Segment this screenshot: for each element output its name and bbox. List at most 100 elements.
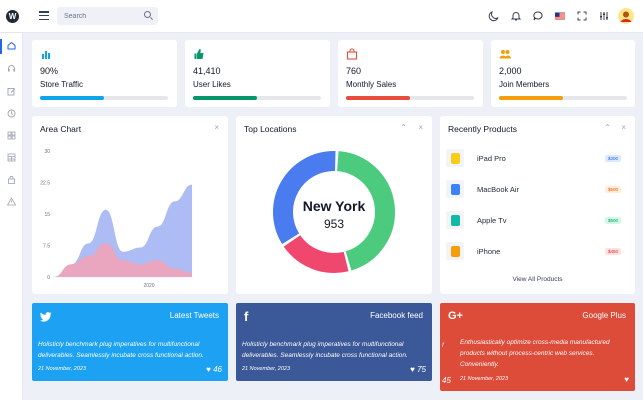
top-bar: W (0, 0, 643, 33)
twitter-icon[interactable] (40, 312, 52, 325)
stat-progress-fill (40, 96, 104, 100)
dark-mode-moon-icon[interactable] (488, 10, 500, 22)
stat-progress-fill (193, 96, 257, 100)
apple-tv-icon (446, 211, 464, 229)
google-plus-icon[interactable]: G+ (448, 310, 463, 322)
home-icon[interactable] (7, 41, 16, 50)
sidebar (0, 33, 23, 400)
ipad-icon (446, 149, 464, 167)
heart-icon: ♥ (410, 365, 415, 374)
stat-value: 2,000 (499, 66, 522, 76)
warning-icon[interactable] (7, 197, 16, 206)
stat-label: Join Members (499, 80, 550, 89)
users-icon (499, 50, 511, 59)
facebook-card: f Facebook feed Holisticly benchmark plu… (236, 303, 432, 381)
macbook-icon (446, 180, 464, 198)
recent-products-card: Recently Products ⌃ × iPad Pro $300 MacBoo… (440, 116, 635, 294)
product-name: Apple Tv (477, 216, 507, 225)
chat-icon[interactable] (532, 10, 544, 22)
search-icon[interactable] (144, 11, 151, 18)
area-chart-card: Area Chart × 30 22.5 15 7.5 0 2020 (32, 116, 228, 294)
shopping-bag-icon (346, 48, 358, 60)
google-plus-card: G+ Google Plus f Enthusiastically optimi… (440, 303, 635, 391)
product-row[interactable]: iPad Pro $300 (440, 143, 625, 174)
social-title: Google Plus (582, 311, 626, 320)
top-locations-card: Top Locations ⌃ × New York 953 (236, 116, 432, 294)
social-title: Facebook feed (370, 311, 423, 320)
settings-sliders-icon[interactable] (598, 10, 610, 22)
social-title: Latest Tweets (169, 311, 219, 320)
donut-slice (336, 151, 395, 271)
product-row[interactable]: MacBook Air $500 (440, 174, 625, 205)
close-icon[interactable]: × (214, 123, 219, 132)
bar-chart-icon (42, 51, 50, 59)
lock-icon[interactable] (7, 175, 16, 184)
headset-icon[interactable] (7, 64, 16, 73)
clock-icon[interactable] (7, 109, 16, 118)
social-text: Enthusiastically optimize cross-media ma… (460, 339, 610, 368)
stat-card-user-likes: 41,410 User Likes (185, 40, 330, 107)
user-avatar[interactable] (618, 8, 634, 24)
iphone-icon (446, 242, 464, 260)
thumbs-up-icon (194, 49, 204, 59)
close-icon[interactable]: × (418, 123, 423, 132)
donut-center-value: 953 (324, 217, 344, 231)
likes-value: 46 (213, 365, 222, 374)
card-title: Recently Products (448, 124, 517, 134)
likes-value-left: 45 (442, 376, 451, 385)
stat-label: User Likes (193, 80, 231, 89)
fullscreen-icon[interactable] (576, 10, 588, 22)
y-tick-label: 30 (44, 149, 50, 155)
area-chart: 30 22.5 15 7.5 0 2020 (40, 149, 192, 289)
search-input[interactable] (64, 10, 139, 22)
heart-icon[interactable]: ♥ (624, 375, 629, 384)
stat-value: 90% (40, 66, 59, 76)
twitter-card: Latest Tweets Holisticly benchmark plug … (32, 303, 228, 381)
close-icon[interactable]: × (621, 123, 626, 132)
y-tick-label: 0 (47, 275, 50, 281)
y-tick-label: 7.5 (43, 244, 50, 250)
donut-chart: New York 953 (273, 151, 395, 273)
social-date: 21 November, 2023 (242, 366, 291, 372)
card-title: Area Chart (40, 124, 82, 134)
stat-value: 760 (346, 66, 362, 76)
area-series-1 (54, 243, 192, 277)
product-name: MacBook Air (477, 185, 520, 194)
stat-progress-track (346, 96, 474, 100)
table-icon[interactable] (7, 153, 16, 162)
social-text: Holisticly benchmark plug imperatives fo… (242, 341, 408, 359)
stat-label: Store Traffic (40, 80, 83, 89)
menu-toggle-icon[interactable] (39, 11, 49, 21)
social-date: 21 November, 2023 (460, 376, 509, 382)
stat-card-store-traffic: 90% Store Traffic (32, 40, 177, 107)
edit-icon[interactable] (7, 87, 16, 96)
product-name: iPhone (477, 247, 501, 256)
product-row[interactable]: Apple Tv $500 (440, 205, 625, 236)
social-text: Holisticly benchmark plug imperatives fo… (38, 341, 204, 359)
y-tick-label: 22.5 (40, 181, 50, 187)
price-badge: $500 (605, 217, 621, 224)
us-flag-icon[interactable] (554, 10, 566, 22)
price-badge: $450 (605, 248, 621, 255)
product-name: iPad Pro (477, 154, 506, 163)
grid-icon[interactable] (7, 131, 16, 140)
price-badge: $300 (605, 155, 621, 162)
search-box (57, 7, 158, 25)
stat-card-join-members: 2,000 Join Members (491, 40, 635, 107)
likes-count[interactable]: ♥ 75 (410, 365, 426, 374)
stat-label: Monthly Sales (346, 80, 397, 89)
notification-bell-icon[interactable] (510, 10, 522, 22)
sidebar-active-indicator (0, 39, 2, 54)
likes-count[interactable]: ♥ 46 (206, 365, 222, 374)
wordpress-logo-icon[interactable]: W (6, 10, 19, 23)
collapse-icon[interactable]: ⌃ (604, 123, 611, 132)
stat-progress-track (193, 96, 321, 100)
facebook-icon[interactable]: f (244, 309, 249, 324)
x-tick-label: 2020 (143, 283, 154, 289)
likes-value: 75 (417, 365, 426, 374)
product-row[interactable]: iPhone $450 (440, 236, 625, 267)
collapse-icon[interactable]: ⌃ (400, 123, 407, 132)
stat-progress-fill (499, 96, 563, 100)
stat-progress-track (499, 96, 627, 100)
view-all-products-link[interactable]: View All Products (512, 276, 563, 283)
